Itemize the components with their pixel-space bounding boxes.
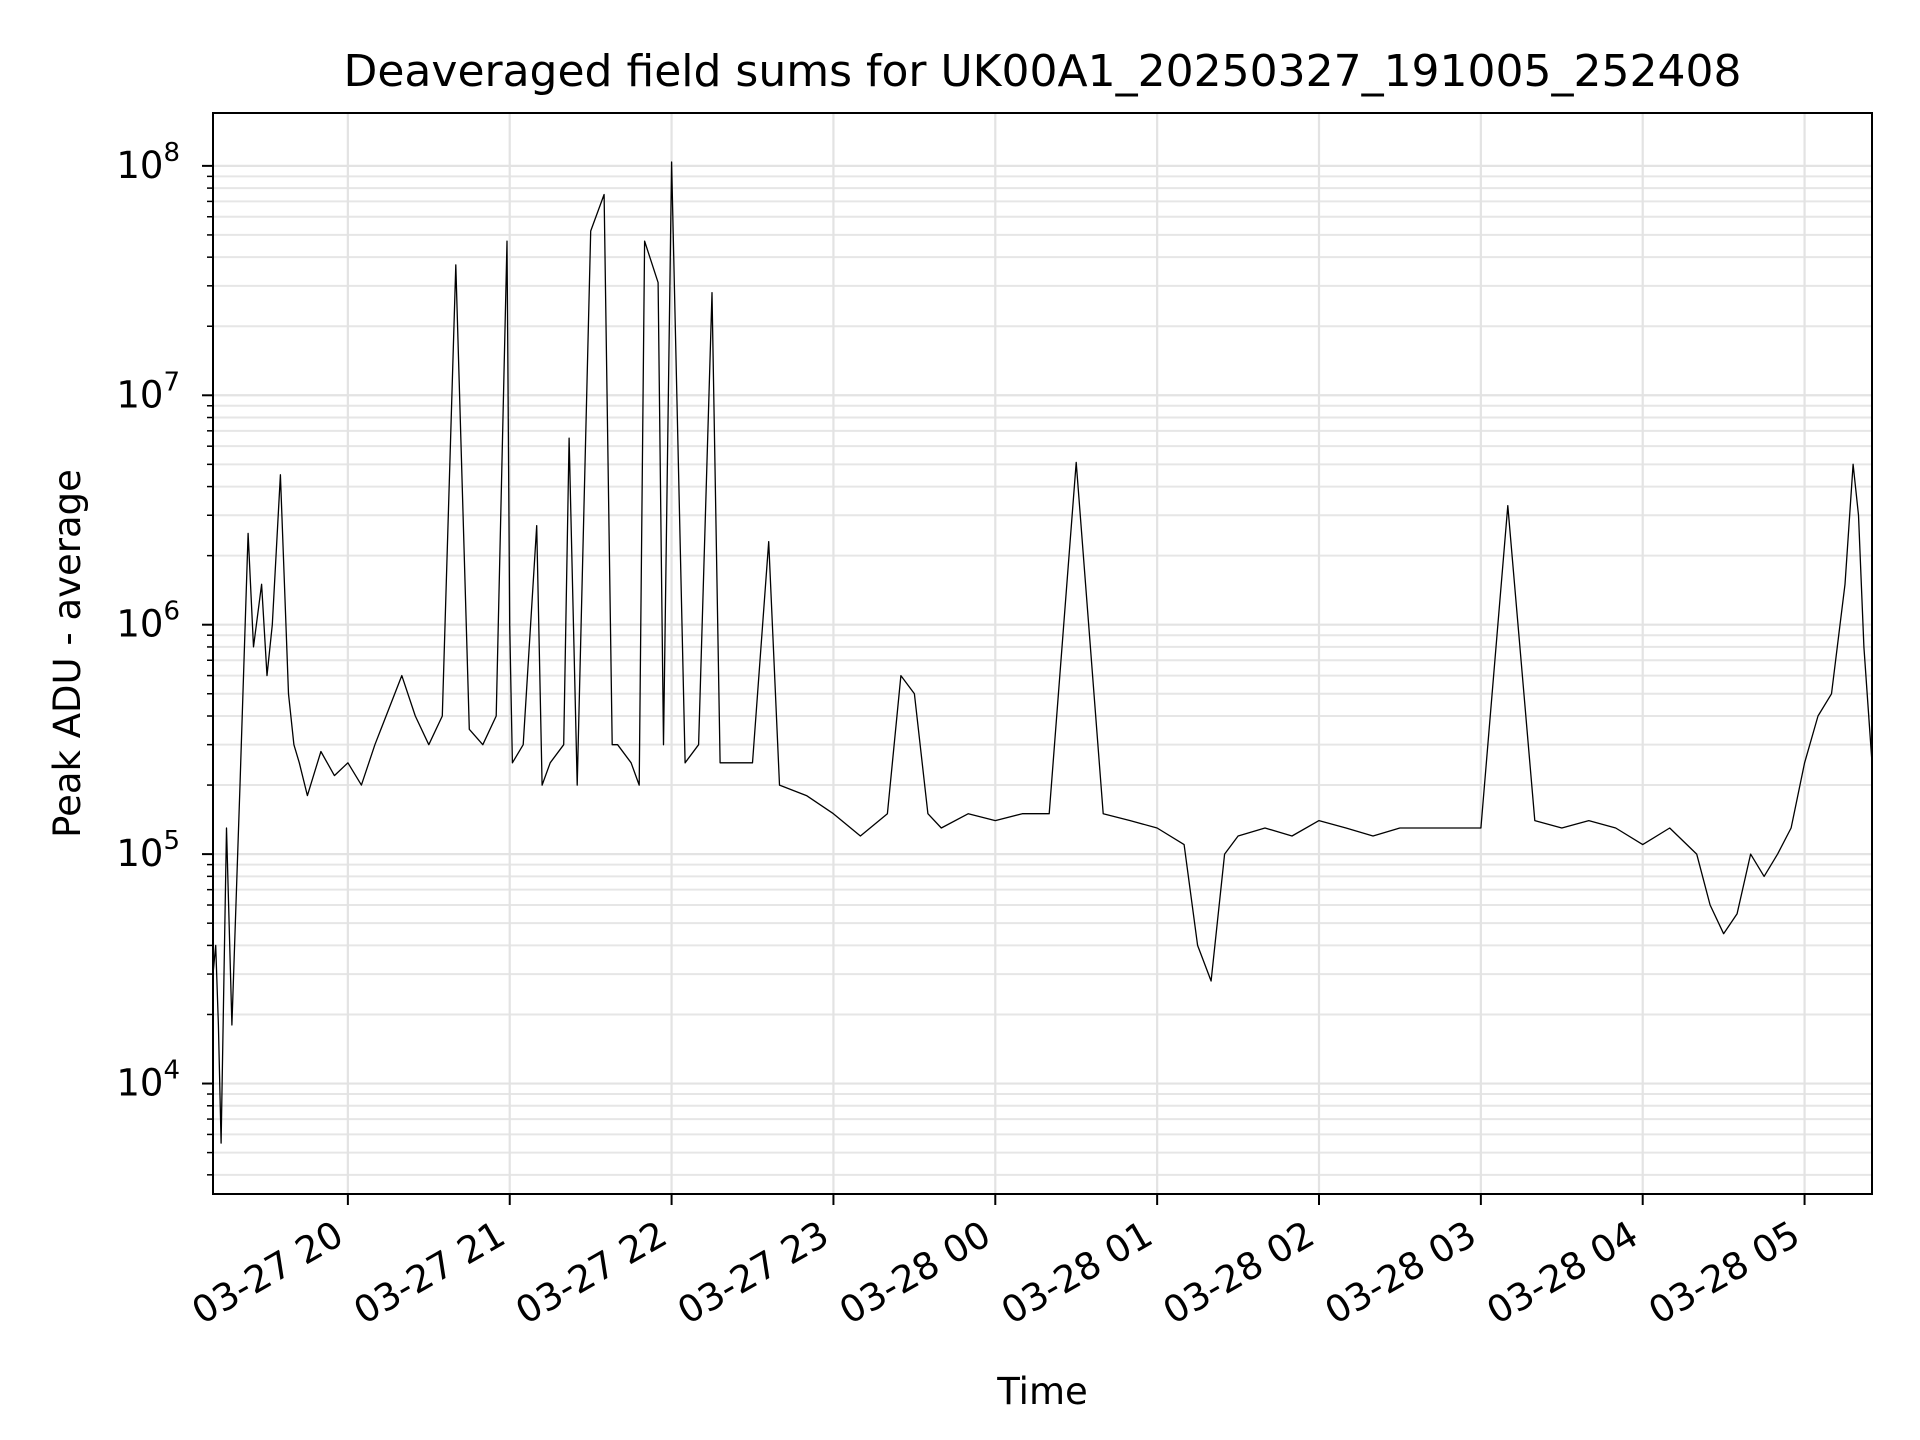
y-tick-label: 105 xyxy=(116,826,180,875)
chart-title: Deaveraged field sums for UK00A1_2025032… xyxy=(343,46,1741,97)
minor-gridlines xyxy=(213,175,1872,1176)
y-tick-label: 106 xyxy=(116,597,180,646)
series-line xyxy=(212,161,1873,1144)
y-tick-label: 107 xyxy=(116,367,180,416)
y-axis: 104 105 106 107 108 xyxy=(116,138,213,1176)
y-tick-label: 108 xyxy=(116,138,180,187)
plot-frame xyxy=(212,112,1873,1195)
x-axis-label: Time xyxy=(996,1370,1088,1413)
y-tick-label: 104 xyxy=(116,1056,180,1105)
y-axis-label: Peak ADU - average xyxy=(46,469,89,838)
